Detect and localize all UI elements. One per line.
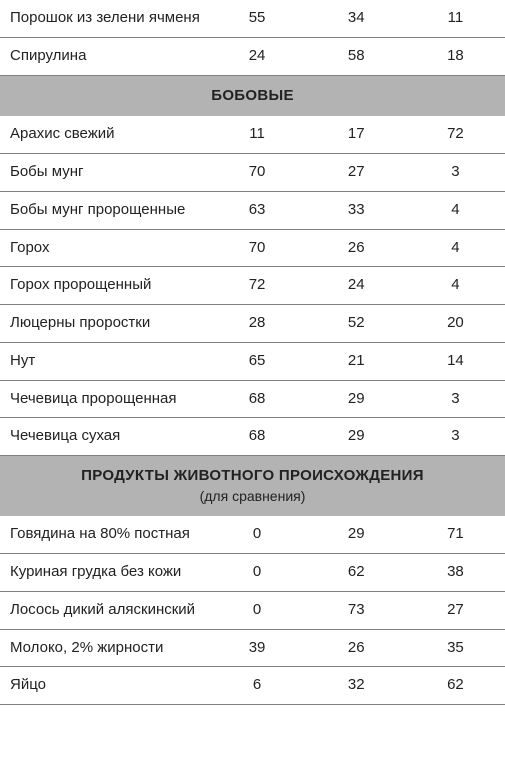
row-value-3: 71 [406,516,505,553]
row-value-2: 27 [307,154,406,192]
row-name: Молоко, 2% жирности [0,629,207,667]
table-row: Спирулина245818 [0,37,505,75]
section-title: БОБОВЫЕ [211,87,294,104]
row-value-3: 14 [406,342,505,380]
table-row: Чечевица пророщенная68293 [0,380,505,418]
table-row: Люцерны проростки285220 [0,305,505,343]
row-value-1: 0 [207,516,306,553]
row-value-2: 21 [307,342,406,380]
row-value-2: 73 [307,591,406,629]
table-row: Бобы мунг70273 [0,154,505,192]
table-row: Арахис свежий111772 [0,116,505,153]
row-name: Бобы мунг пророщенные [0,191,207,229]
row-name: Бобы мунг [0,154,207,192]
row-value-1: 55 [207,0,306,37]
row-value-3: 72 [406,116,505,153]
table-row: Куриная грудка без кожи06238 [0,554,505,592]
table-row: Горох70264 [0,229,505,267]
row-name: Куриная грудка без кожи [0,554,207,592]
row-value-3: 4 [406,191,505,229]
row-name: Горох [0,229,207,267]
table-row: Чечевица сухая68293 [0,418,505,456]
row-value-2: 29 [307,380,406,418]
row-name: Чечевица пророщенная [0,380,207,418]
row-value-3: 20 [406,305,505,343]
section-title-cell: БОБОВЫЕ [0,75,505,116]
row-value-1: 68 [207,418,306,456]
row-value-2: 24 [307,267,406,305]
row-value-1: 72 [207,267,306,305]
row-value-1: 39 [207,629,306,667]
row-value-1: 11 [207,116,306,153]
row-value-1: 0 [207,591,306,629]
row-value-1: 6 [207,667,306,705]
row-value-3: 3 [406,418,505,456]
row-value-2: 58 [307,37,406,75]
row-value-1: 0 [207,554,306,592]
row-value-1: 70 [207,229,306,267]
table-row: Лосось дикий аляскинский07327 [0,591,505,629]
row-name: Горох пророщенный [0,267,207,305]
row-name: Спирулина [0,37,207,75]
table-row: Горох пророщенный72244 [0,267,505,305]
row-value-1: 63 [207,191,306,229]
row-value-3: 18 [406,37,505,75]
row-value-2: 52 [307,305,406,343]
nutrition-table: Порошок из зелени ячменя553411Спирулина2… [0,0,505,705]
row-value-1: 68 [207,380,306,418]
section-title: ПРОДУКТЫ ЖИВОТНОГО ПРОИСХОЖДЕНИЯ [81,467,424,484]
table-row: Порошок из зелени ячменя553411 [0,0,505,37]
section-header: ПРОДУКТЫ ЖИВОТНОГО ПРОИСХОЖДЕНИЯ (для сра… [0,456,505,517]
row-value-2: 34 [307,0,406,37]
row-value-2: 62 [307,554,406,592]
row-value-2: 33 [307,191,406,229]
row-value-3: 4 [406,229,505,267]
row-value-2: 29 [307,418,406,456]
row-value-3: 3 [406,154,505,192]
row-value-2: 26 [307,229,406,267]
row-value-3: 3 [406,380,505,418]
row-name: Арахис свежий [0,116,207,153]
row-value-3: 4 [406,267,505,305]
row-name: Порошок из зелени ячменя [0,0,207,37]
row-value-1: 65 [207,342,306,380]
table-row: Молоко, 2% жирности392635 [0,629,505,667]
row-value-2: 32 [307,667,406,705]
row-value-1: 24 [207,37,306,75]
section-subtitle: (для сравнения) [6,488,499,506]
table-row: Яйцо63262 [0,667,505,705]
table-row: Бобы мунг пророщенные63334 [0,191,505,229]
row-value-3: 62 [406,667,505,705]
row-value-3: 27 [406,591,505,629]
row-name: Чечевица сухая [0,418,207,456]
section-header: БОБОВЫЕ [0,75,505,116]
row-value-3: 35 [406,629,505,667]
row-name: Нут [0,342,207,380]
row-name: Говядина на 80% постная [0,516,207,553]
row-name: Яйцо [0,667,207,705]
section-title-cell: ПРОДУКТЫ ЖИВОТНОГО ПРОИСХОЖДЕНИЯ (для сра… [0,456,505,517]
row-value-3: 11 [406,0,505,37]
row-value-2: 26 [307,629,406,667]
table-row: Говядина на 80% постная02971 [0,516,505,553]
row-name: Лосось дикий аляскинский [0,591,207,629]
row-value-2: 17 [307,116,406,153]
row-value-1: 28 [207,305,306,343]
row-value-1: 70 [207,154,306,192]
row-value-2: 29 [307,516,406,553]
row-value-3: 38 [406,554,505,592]
row-name: Люцерны проростки [0,305,207,343]
table-row: Нут652114 [0,342,505,380]
